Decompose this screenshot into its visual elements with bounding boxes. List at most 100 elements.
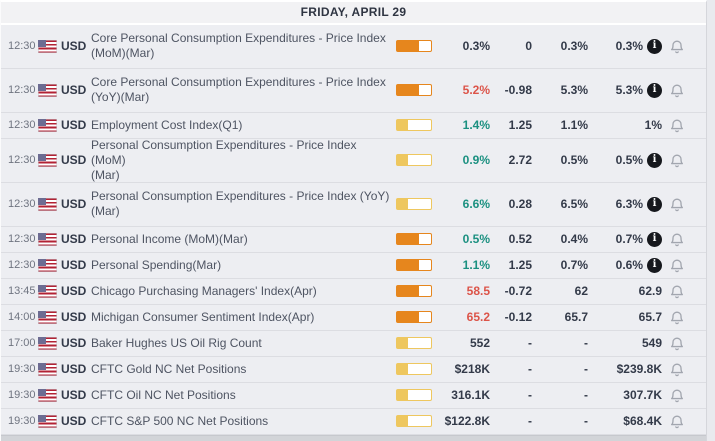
volatility-bar	[396, 40, 434, 53]
flag-canton	[38, 362, 46, 370]
us-flag-icon	[38, 83, 57, 97]
event-title[interactable]: CFTC Oil NC Net Positions	[91, 387, 236, 402]
event-title[interactable]: Michigan Consumer Sentiment Index(Apr)	[91, 309, 315, 324]
bell-icon[interactable]	[669, 413, 685, 430]
volatility-bar-fill	[397, 155, 409, 166]
event-row[interactable]: 13:45 USD Chicago Purchasing Managers' I…	[1, 278, 706, 305]
deviation-value: -	[528, 336, 532, 351]
event-title[interactable]: Personal Consumption Expenditures - Pric…	[91, 137, 357, 182]
bell-icon[interactable]	[669, 257, 685, 274]
bell-icon[interactable]	[669, 309, 685, 326]
event-time: 12:30	[8, 259, 36, 272]
event-title[interactable]: CFTC S&P 500 NC Net Positions	[91, 413, 269, 428]
event-row[interactable]: 14:00 USD Michigan Consumer Sentiment In…	[1, 304, 706, 331]
volatility-bar-track	[396, 233, 432, 246]
bell-cell	[662, 387, 706, 404]
consensus-value: 0.4%	[560, 232, 588, 247]
actual-value: 58.5	[466, 284, 490, 299]
currency-label: USD	[61, 414, 87, 429]
event-title[interactable]: Core Personal Consumption Expenditures -…	[91, 31, 386, 61]
previous-value: 6.3%	[615, 197, 643, 212]
previous-cell: 0.7% i	[588, 231, 662, 247]
bell-cell	[662, 257, 706, 274]
volatility-bar-fill	[397, 85, 419, 96]
flag-canton	[38, 414, 46, 422]
bell-cell	[662, 152, 706, 169]
actual-value: 5.2%	[462, 83, 490, 98]
info-icon[interactable]: i	[647, 82, 662, 98]
currency-label: USD	[61, 362, 87, 377]
currency-label: USD	[61, 336, 87, 351]
event-time: 19:30	[8, 363, 36, 376]
bell-cell	[662, 231, 706, 248]
previous-value: $239.8K	[616, 362, 662, 377]
bell-icon[interactable]	[669, 82, 685, 99]
volatility-bar	[396, 119, 434, 132]
deviation-value: 0	[525, 39, 532, 54]
event-title[interactable]: Personal Spending(Mar)	[91, 257, 222, 272]
bell-icon[interactable]	[669, 335, 685, 352]
volatility-bar-track	[396, 40, 432, 53]
info-icon[interactable]: i	[647, 152, 662, 168]
volatility-bar-track	[396, 285, 432, 298]
bell-icon[interactable]	[669, 387, 685, 404]
event-title[interactable]: Personal Consumption Expenditures - Pric…	[91, 189, 390, 219]
bell-cell	[662, 117, 706, 134]
event-title[interactable]: Personal Income (MoM)(Mar)	[91, 231, 248, 246]
event-row[interactable]: 12:30 USD Core Personal Consumption Expe…	[1, 68, 706, 113]
us-flag-icon	[38, 362, 57, 376]
bell-icon[interactable]	[669, 361, 685, 378]
event-title[interactable]: Chicago Purchasing Managers' Index(Apr)	[91, 283, 317, 298]
volatility-bar-fill	[397, 120, 409, 131]
event-title[interactable]: Employment Cost Index(Q1)	[91, 117, 243, 132]
bell-icon[interactable]	[669, 196, 685, 213]
previous-value: 0.6%	[615, 258, 643, 273]
currency-label: USD	[61, 153, 87, 168]
bell-icon[interactable]	[669, 38, 685, 55]
actual-value: 552	[469, 336, 490, 351]
event-row[interactable]: 12:30 USD Core Personal Consumption Expe…	[1, 24, 706, 69]
consensus-value: 62	[574, 284, 588, 299]
us-flag-icon	[38, 153, 57, 167]
currency-label: USD	[61, 83, 87, 98]
bell-cell	[662, 413, 706, 430]
volatility-bar-track	[396, 84, 432, 97]
bell-cell	[662, 38, 706, 55]
deviation-value: 1.25	[508, 258, 532, 273]
event-row[interactable]: 12:30 USD Personal Income (MoM)(Mar) 0.5…	[1, 226, 706, 253]
consensus-value: -	[584, 336, 588, 351]
event-row[interactable]: 19:30 USD CFTC Oil NC Net Positions 316.…	[1, 382, 706, 409]
event-row[interactable]: 19:30 USD CFTC S&P 500 NC Net Positions …	[1, 408, 706, 435]
deviation-value: -	[528, 362, 532, 377]
volatility-bar	[396, 259, 434, 272]
event-row[interactable]: 17:00 USD Baker Hughes US Oil Rig Count …	[1, 330, 706, 357]
bell-cell	[662, 361, 706, 378]
info-icon[interactable]: i	[647, 196, 662, 212]
bell-icon[interactable]	[669, 231, 685, 248]
bell-cell	[662, 283, 706, 300]
event-time: 12:30	[8, 198, 36, 211]
info-icon[interactable]: i	[647, 231, 662, 247]
info-icon[interactable]: i	[647, 38, 662, 54]
flag-canton	[38, 258, 46, 266]
event-row[interactable]: 12:30 USD Employment Cost Index(Q1) 1.4%…	[1, 112, 706, 139]
volatility-bar-fill	[397, 286, 419, 297]
volatility-bar-fill	[397, 260, 419, 271]
event-title[interactable]: CFTC Gold NC Net Positions	[91, 361, 247, 376]
bell-icon[interactable]	[669, 117, 685, 134]
event-title[interactable]: Core Personal Consumption Expenditures -…	[91, 75, 386, 105]
bell-icon[interactable]	[669, 283, 685, 300]
event-row[interactable]: 12:30 USD Personal Spending(Mar) 1.1% 1.…	[1, 252, 706, 279]
volatility-bar	[396, 233, 434, 246]
deviation-value: -0.98	[504, 83, 532, 98]
flag-canton	[38, 39, 46, 47]
previous-value: 1%	[644, 118, 662, 133]
volatility-bar-fill	[397, 390, 409, 401]
event-row[interactable]: 12:30 USD Personal Consumption Expenditu…	[1, 182, 706, 227]
event-row[interactable]: 19:30 USD CFTC Gold NC Net Positions $21…	[1, 356, 706, 383]
volatility-bar	[396, 285, 434, 298]
bell-icon[interactable]	[669, 152, 685, 169]
event-row[interactable]: 12:30 USD Personal Consumption Expenditu…	[1, 137, 706, 183]
info-icon[interactable]: i	[647, 257, 662, 273]
event-title[interactable]: Baker Hughes US Oil Rig Count	[91, 335, 262, 350]
